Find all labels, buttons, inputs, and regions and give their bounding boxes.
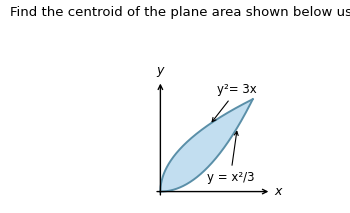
Text: y: y (157, 64, 164, 77)
Polygon shape (160, 99, 253, 191)
Text: Find the centroid of the plane area shown below using integration.: Find the centroid of the plane area show… (10, 6, 350, 19)
Text: x: x (274, 185, 282, 198)
Text: y = x²/3: y = x²/3 (206, 131, 254, 184)
Text: y²= 3x: y²= 3x (212, 83, 257, 122)
